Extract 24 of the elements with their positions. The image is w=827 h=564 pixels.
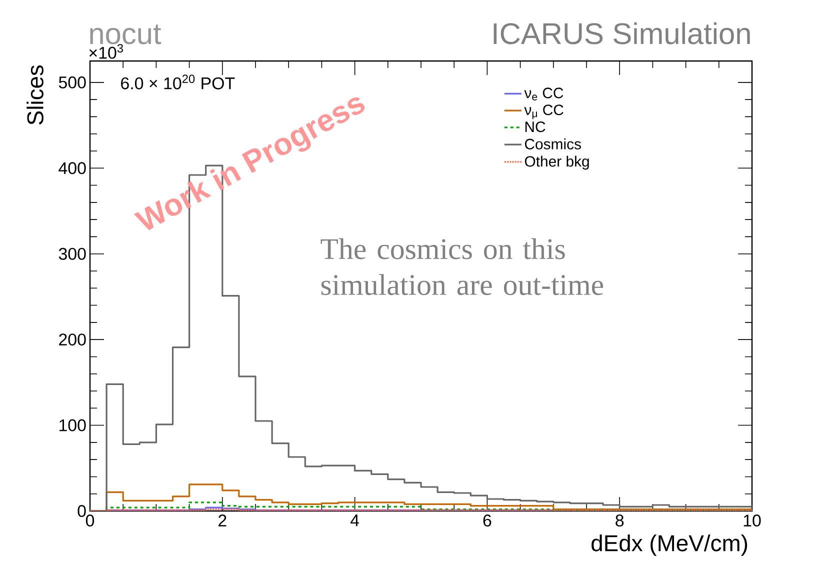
legend-label: ν$_{μ}$ CC	[524, 104, 564, 120]
y-tick-label: 100	[60, 419, 86, 432]
y-axis-title: Slices	[26, 65, 44, 125]
y-tick-label: 500	[58, 76, 86, 88]
legend-label: Other bkg	[524, 156, 589, 170]
x-tick-label: 2	[218, 514, 226, 526]
x-axis-title: dEdx (MeV/cm)	[592, 534, 748, 556]
y-tick-label: 400	[58, 162, 86, 174]
legend-label: Cosmics	[524, 138, 581, 150]
legend-label: NC	[525, 122, 546, 132]
x-tick-label: 4	[350, 514, 360, 526]
chart-title: nocut	[90, 24, 162, 44]
y-tick-label: 0	[78, 505, 86, 517]
legend-label: ν$_{e}$ CC	[524, 88, 564, 100]
annotation: 6.0 × 10$^{20}$ POT	[121, 74, 235, 90]
text: ×10$^{3}$	[89, 44, 124, 59]
annotation: The cosmics on this simulation are out-time	[320, 238, 604, 296]
x-tick-label: 10	[744, 514, 761, 527]
y-tick-label: 200	[59, 334, 86, 346]
text: ICARUS Simulation	[494, 22, 750, 44]
x-tick-label: 6	[483, 514, 492, 527]
x-tick-label: 8	[616, 514, 624, 527]
y-tick-label: 300	[58, 248, 86, 260]
x-tick-label: 0	[86, 514, 94, 527]
